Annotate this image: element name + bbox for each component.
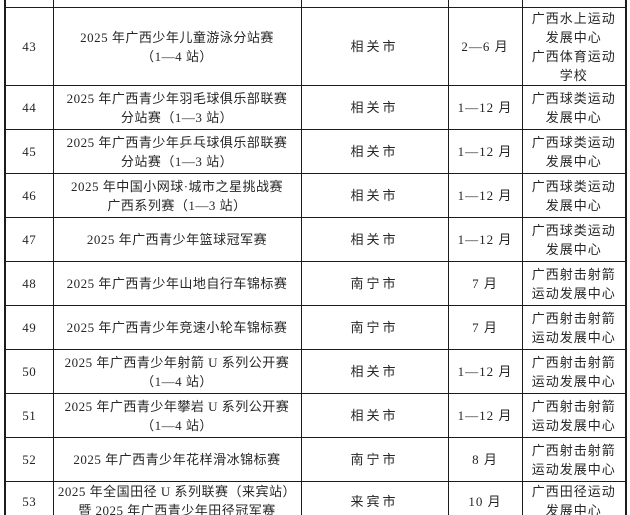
month-cell [447,0,523,8]
city-cell [300,0,449,8]
month-cell: 8 月 [447,437,523,482]
organizer-cell: 广西射击射箭 运动发展中心 [521,437,627,482]
event-name-cell: 2025 年广西青少年攀岩 U 系列公开赛 （1—4 站） [52,393,302,438]
row-number-cell: 47 [4,217,54,262]
month-cell: 7 月 [447,261,523,306]
event-name-cell: 2025 年中国小网球·城市之星挑战赛 广西系列赛（1—3 站） [52,173,302,218]
table-row: 47 2025 年广西青少年篮球冠军赛 相关市 1—12 月 广西球类运动 发展… [4,217,627,262]
organizer-cell: 广西射击射箭 运动发展中心 [521,393,627,438]
event-name-cell: 2025 年全国田径 U 系列联赛（来宾站） 暨 2025 年广西青少年田径冠军… [52,481,302,515]
month-cell: 7 月 [447,305,523,350]
organizer-cell [521,0,627,8]
city-cell: 相关市 [300,7,449,86]
city-cell: 来宾市 [300,481,449,515]
organizer-cell: 广西球类运动 发展中心 [521,85,627,130]
row-number-cell: 44 [4,85,54,130]
city-cell: 相关市 [300,349,449,394]
event-name-cell: 2025 年广西青少年射箭 U 系列公开赛 （1—4 站） [52,349,302,394]
organizer-cell: 广西球类运动 发展中心 [521,173,627,218]
city-cell: 相关市 [300,129,449,174]
table-row: 53 2025 年全国田径 U 系列联赛（来宾站） 暨 2025 年广西青少年田… [4,481,627,515]
month-cell: 10 月 [447,481,523,515]
events-schedule-table: 43 2025 年广西少年儿童游泳分站赛 （1—4 站） 相关市 2—6 月 广… [4,0,627,515]
row-number-cell: 53 [4,481,54,515]
table-row-clipped [4,0,627,8]
row-number-cell: 48 [4,261,54,306]
month-cell: 1—12 月 [447,349,523,394]
city-cell: 相关市 [300,217,449,262]
table-row: 50 2025 年广西青少年射箭 U 系列公开赛 （1—4 站） 相关市 1—1… [4,349,627,394]
table-row: 46 2025 年中国小网球·城市之星挑战赛 广西系列赛（1—3 站） 相关市 … [4,173,627,218]
organizer-cell: 广西球类运动 发展中心 [521,129,627,174]
month-cell: 2—6 月 [447,7,523,86]
month-cell: 1—12 月 [447,393,523,438]
table-row: 49 2025 年广西青少年竞速小轮车锦标赛 南宁市 7 月 广西射击射箭 运动… [4,305,627,350]
row-number-cell: 45 [4,129,54,174]
row-number-cell: 46 [4,173,54,218]
row-number-cell: 49 [4,305,54,350]
event-name-cell: 2025 年广西青少年竞速小轮车锦标赛 [52,305,302,350]
event-name-cell: 2025 年广西青少年乒乓球俱乐部联赛 分站赛（1—3 站） [52,129,302,174]
table-row: 44 2025 年广西青少年羽毛球俱乐部联赛 分站赛（1—3 站） 相关市 1—… [4,85,627,130]
organizer-cell: 广西射击射箭 运动发展中心 [521,261,627,306]
table-row: 45 2025 年广西青少年乒乓球俱乐部联赛 分站赛（1—3 站） 相关市 1—… [4,129,627,174]
table-row: 51 2025 年广西青少年攀岩 U 系列公开赛 （1—4 站） 相关市 1—1… [4,393,627,438]
organizer-cell: 广西球类运动 发展中心 [521,217,627,262]
city-cell: 相关市 [300,393,449,438]
row-number-cell: 43 [4,7,54,86]
city-cell: 南宁市 [300,437,449,482]
row-number-cell: 52 [4,437,54,482]
city-cell: 南宁市 [300,261,449,306]
event-name-cell: 2025 年广西少年儿童游泳分站赛 （1—4 站） [52,7,302,86]
organizer-cell: 广西射击射箭 运动发展中心 [521,305,627,350]
table-row: 52 2025 年广西青少年花样滑冰锦标赛 南宁市 8 月 广西射击射箭 运动发… [4,437,627,482]
organizer-cell: 广西田径运动 发展中心 [521,481,627,515]
event-name-cell: 2025 年广西青少年山地自行车锦标赛 [52,261,302,306]
event-name-cell: 2025 年广西青少年羽毛球俱乐部联赛 分站赛（1—3 站） [52,85,302,130]
organizer-cell: 广西水上运动 发展中心 广西体育运动 学校 [521,7,627,86]
organizer-cell: 广西射击射箭 运动发展中心 [521,349,627,394]
event-name-cell [52,0,302,8]
month-cell: 1—12 月 [447,173,523,218]
city-cell: 相关市 [300,85,449,130]
row-number-cell: 51 [4,393,54,438]
row-number-cell [4,0,54,8]
month-cell: 1—12 月 [447,85,523,130]
event-name-cell: 2025 年广西青少年篮球冠军赛 [52,217,302,262]
table-row: 43 2025 年广西少年儿童游泳分站赛 （1—4 站） 相关市 2—6 月 广… [4,7,627,86]
table-row: 48 2025 年广西青少年山地自行车锦标赛 南宁市 7 月 广西射击射箭 运动… [4,261,627,306]
row-number-cell: 50 [4,349,54,394]
month-cell: 1—12 月 [447,129,523,174]
event-name-cell: 2025 年广西青少年花样滑冰锦标赛 [52,437,302,482]
city-cell: 相关市 [300,173,449,218]
city-cell: 南宁市 [300,305,449,350]
month-cell: 1—12 月 [447,217,523,262]
